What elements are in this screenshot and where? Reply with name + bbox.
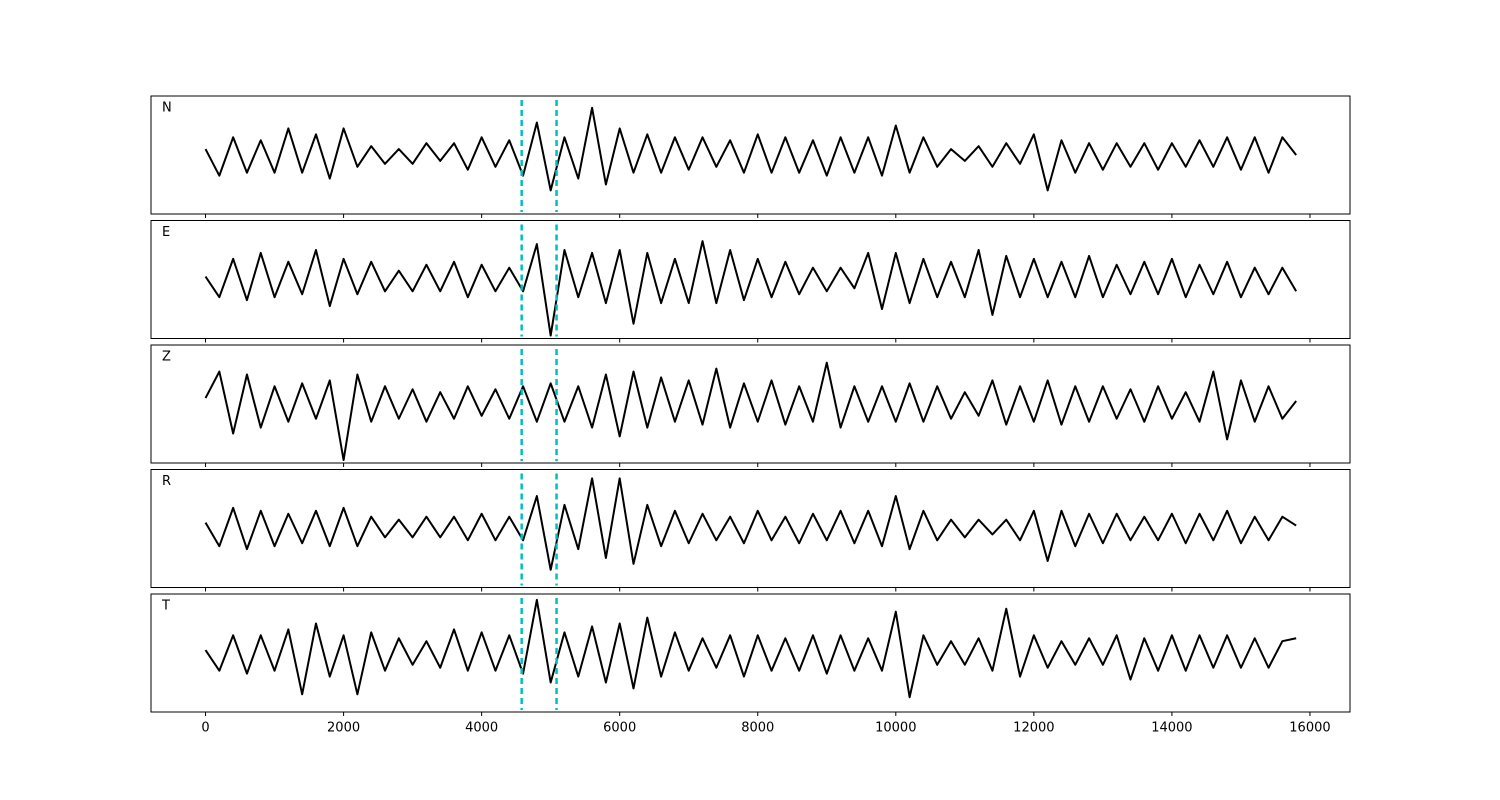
x-tick-label: 10000 <box>875 721 916 736</box>
panel-frame <box>150 220 1351 339</box>
panel-frame <box>150 95 1351 215</box>
x-tick-label: 8000 <box>741 721 774 736</box>
x-tick-label: 14000 <box>1151 721 1192 736</box>
waveform <box>204 106 1297 192</box>
x-tick-label: 0 <box>201 721 209 736</box>
waveform <box>204 240 1298 337</box>
x-tick-label: 2000 <box>327 721 360 736</box>
panel-frame <box>150 344 1351 464</box>
x-tick-label: 4000 <box>465 721 498 736</box>
waveform <box>204 361 1297 462</box>
x-tick-label: 12000 <box>1013 721 1054 736</box>
x-tick-label: 16000 <box>1289 721 1330 736</box>
panel-label: R <box>162 474 171 489</box>
panel-label: N <box>162 101 172 116</box>
panel-label: E <box>162 225 170 240</box>
waveform <box>204 477 1297 571</box>
panel-label: Z <box>162 350 171 365</box>
waveform <box>204 598 1297 699</box>
panel-frame <box>150 593 1351 713</box>
panel-frame <box>150 469 1351 588</box>
x-tick-label: 6000 <box>603 721 636 736</box>
panel-label: T <box>161 599 170 614</box>
